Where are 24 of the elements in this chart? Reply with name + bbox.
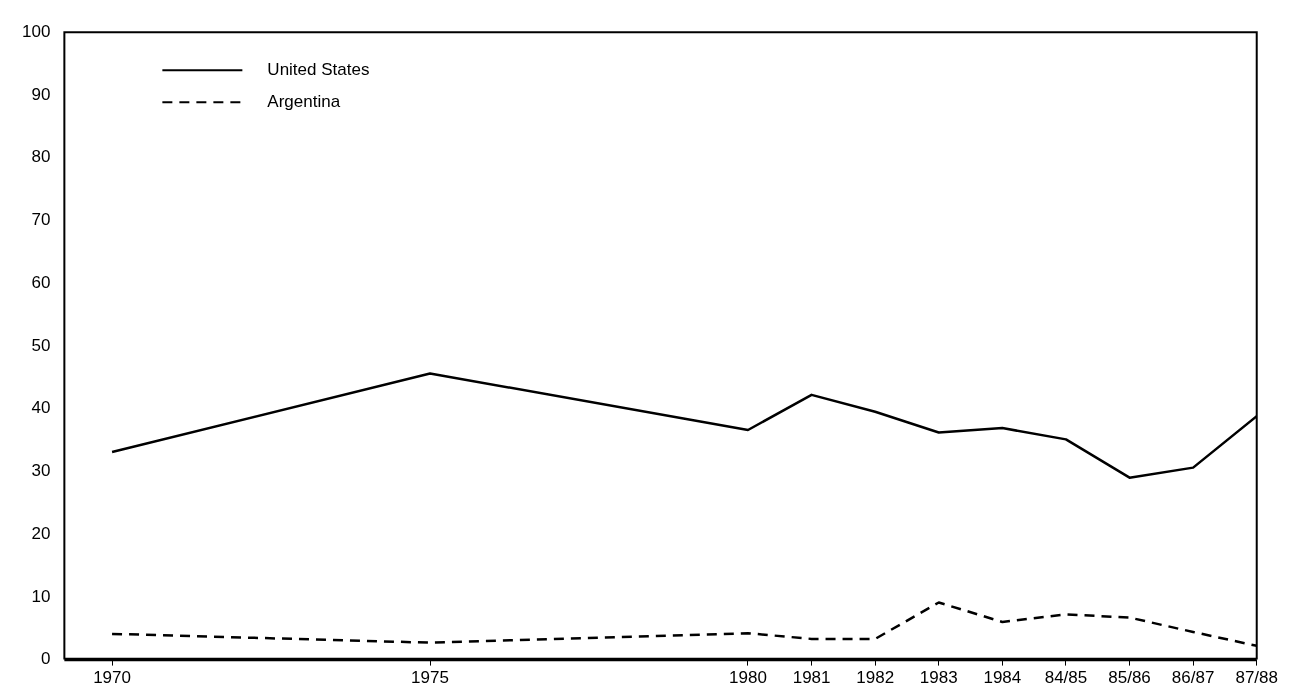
x-tick-label: 86/87 xyxy=(1171,668,1215,688)
x-tick-label: 1981 xyxy=(792,668,831,688)
x-tick-label: 1980 xyxy=(729,668,767,688)
x-tick-label: 1983 xyxy=(919,668,958,688)
x-tick-label: 87/88 xyxy=(1235,668,1278,688)
legend-label: United States xyxy=(267,59,370,79)
legend-label: Argentina xyxy=(267,91,341,111)
y-tick-label: 0 xyxy=(40,649,51,669)
x-tick-label: 1982 xyxy=(856,668,895,688)
y-tick-label: 100 xyxy=(21,21,51,41)
x-tick-label: 1984 xyxy=(983,668,1022,688)
x-tick-label: 84/85 xyxy=(1044,668,1088,688)
y-tick-label: 20 xyxy=(31,523,51,543)
y-tick-label: 10 xyxy=(31,586,51,606)
y-tick-label: 90 xyxy=(31,84,51,104)
y-tick-label: 50 xyxy=(31,335,51,355)
x-tick-label: 85/86 xyxy=(1108,668,1151,688)
y-tick-label: 30 xyxy=(31,461,51,481)
x-tick-label: 1975 xyxy=(411,668,449,688)
y-tick-label: 40 xyxy=(31,398,51,418)
y-tick-label: 80 xyxy=(31,147,51,167)
y-tick-label: 60 xyxy=(31,272,51,292)
y-tick-label: 70 xyxy=(31,210,51,230)
x-tick-label: 1970 xyxy=(93,668,131,688)
